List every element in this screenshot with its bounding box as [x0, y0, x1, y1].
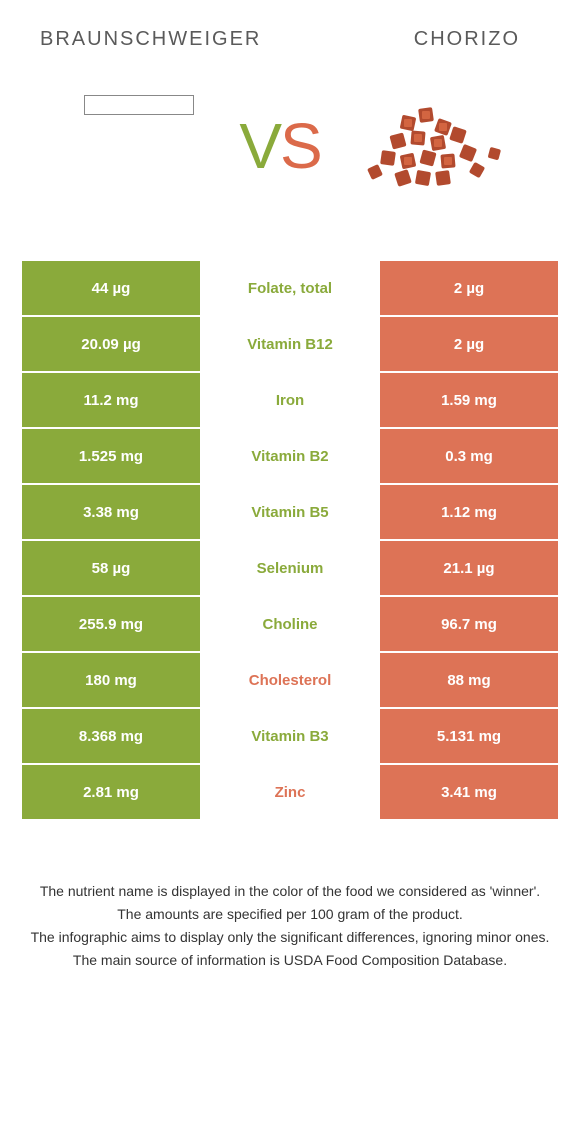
- table-row: 11.2 mgIron1.59 mg: [22, 373, 558, 429]
- vs-row: VS: [0, 71, 580, 261]
- table-row: 2.81 mgZinc3.41 mg: [22, 765, 558, 821]
- footer-notes: The nutrient name is displayed in the co…: [0, 821, 580, 971]
- table-row: 58 µgSelenium21.1 µg: [22, 541, 558, 597]
- value-left: 20.09 µg: [22, 317, 200, 371]
- nutrient-label: Vitamin B5: [200, 485, 380, 539]
- chorizo-icon: [341, 76, 521, 216]
- nutrient-label: Folate, total: [200, 261, 380, 315]
- value-right: 21.1 µg: [380, 541, 558, 595]
- value-left: 2.81 mg: [22, 765, 200, 819]
- table-row: 44 µgFolate, total2 µg: [22, 261, 558, 317]
- food-image-right: [341, 76, 521, 216]
- value-left: 3.38 mg: [22, 485, 200, 539]
- table-row: 20.09 µgVitamin B122 µg: [22, 317, 558, 373]
- value-right: 2 µg: [380, 317, 558, 371]
- value-right: 96.7 mg: [380, 597, 558, 651]
- nutrient-label: Vitamin B2: [200, 429, 380, 483]
- value-right: 1.12 mg: [380, 485, 558, 539]
- nutrient-label: Selenium: [200, 541, 380, 595]
- vs-label: VS: [239, 109, 320, 183]
- footer-line: The infographic aims to display only the…: [30, 927, 550, 948]
- food-title-right: CHORIZO: [414, 28, 520, 51]
- placeholder-box: [84, 95, 194, 115]
- table-row: 180 mgCholesterol88 mg: [22, 653, 558, 709]
- table-row: 255.9 mgCholine96.7 mg: [22, 597, 558, 653]
- value-left: 8.368 mg: [22, 709, 200, 763]
- value-left: 255.9 mg: [22, 597, 200, 651]
- value-left: 11.2 mg: [22, 373, 200, 427]
- table-row: 8.368 mgVitamin B35.131 mg: [22, 709, 558, 765]
- vs-v: V: [239, 109, 280, 183]
- food-image-left: [59, 91, 219, 201]
- value-right: 88 mg: [380, 653, 558, 707]
- value-right: 5.131 mg: [380, 709, 558, 763]
- value-right: 2 µg: [380, 261, 558, 315]
- value-left: 180 mg: [22, 653, 200, 707]
- table-row: 1.525 mgVitamin B20.3 mg: [22, 429, 558, 485]
- nutrient-label: Iron: [200, 373, 380, 427]
- footer-line: The amounts are specified per 100 gram o…: [30, 904, 550, 925]
- vs-s: S: [280, 109, 321, 183]
- value-left: 44 µg: [22, 261, 200, 315]
- food-title-left: BRAUNSCHWEIGER: [40, 28, 261, 51]
- footer-line: The main source of information is USDA F…: [30, 950, 550, 971]
- nutrient-table: 44 µgFolate, total2 µg20.09 µgVitamin B1…: [22, 261, 558, 821]
- value-right: 1.59 mg: [380, 373, 558, 427]
- value-right: 0.3 mg: [380, 429, 558, 483]
- nutrient-label: Vitamin B12: [200, 317, 380, 371]
- value-right: 3.41 mg: [380, 765, 558, 819]
- nutrient-label: Vitamin B3: [200, 709, 380, 763]
- footer-line: The nutrient name is displayed in the co…: [30, 881, 550, 902]
- nutrient-label: Zinc: [200, 765, 380, 819]
- value-left: 58 µg: [22, 541, 200, 595]
- header: BRAUNSCHWEIGER CHORIZO: [0, 0, 580, 71]
- nutrient-label: Cholesterol: [200, 653, 380, 707]
- nutrient-label: Choline: [200, 597, 380, 651]
- value-left: 1.525 mg: [22, 429, 200, 483]
- table-row: 3.38 mgVitamin B51.12 mg: [22, 485, 558, 541]
